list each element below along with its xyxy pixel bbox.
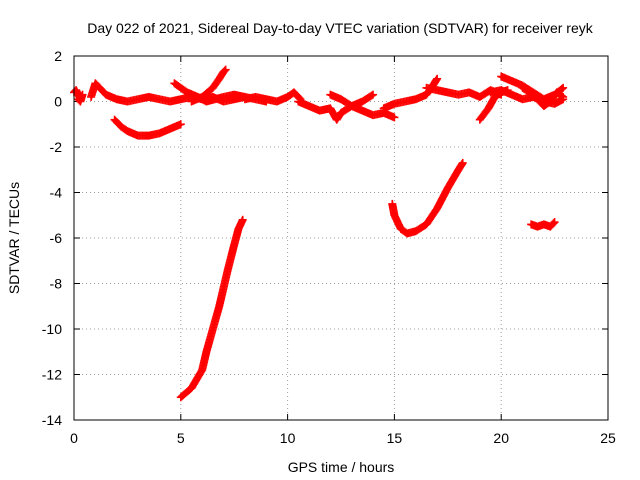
data-point [557, 84, 566, 93]
data-point [549, 219, 558, 228]
y-tick-label: -12 [42, 367, 62, 383]
x-tick-label: 5 [177, 430, 185, 446]
x-tick-label: 0 [70, 430, 78, 446]
x-tick-label: 10 [280, 430, 296, 446]
data-point [433, 74, 442, 83]
data-point [221, 65, 230, 74]
y-tick-label: -4 [50, 185, 63, 201]
data-point [238, 215, 247, 224]
x-tick-label: 25 [600, 430, 616, 446]
data-point [458, 158, 467, 167]
tick-label-layer: 0 5 10 15 20 25 -14 -12 -10 -8 -6 -4 -2 0 2 [42, 48, 616, 446]
y-tick-label: -2 [50, 139, 63, 155]
y-tick-label: -10 [42, 321, 62, 337]
data-point [559, 83, 568, 92]
data-point [74, 95, 83, 104]
y-tick-label: -14 [42, 412, 62, 428]
x-tick-label: 20 [493, 430, 509, 446]
y-tick-label: 2 [54, 48, 62, 64]
series-layer [70, 65, 568, 402]
plot-frame [73, 55, 609, 421]
data-point [220, 66, 229, 75]
data-point [557, 92, 566, 101]
data-point [75, 96, 84, 105]
data-point [369, 90, 378, 99]
data-point [367, 91, 376, 100]
x-axis-label: GPS time / hours [288, 459, 395, 475]
x-tick-label: 15 [387, 430, 403, 446]
chart-title: Day 022 of 2021, Sidereal Day-to-day VTE… [87, 20, 593, 36]
y-tick-label: -8 [50, 276, 63, 292]
data-point [390, 113, 399, 122]
data-point [176, 120, 185, 129]
data-point [559, 92, 568, 101]
y-tick-label: 0 [54, 94, 62, 110]
data-point [550, 218, 559, 227]
y-axis-label: SDTVAR / TECUs [6, 182, 22, 294]
y-tick-label: -6 [50, 230, 63, 246]
